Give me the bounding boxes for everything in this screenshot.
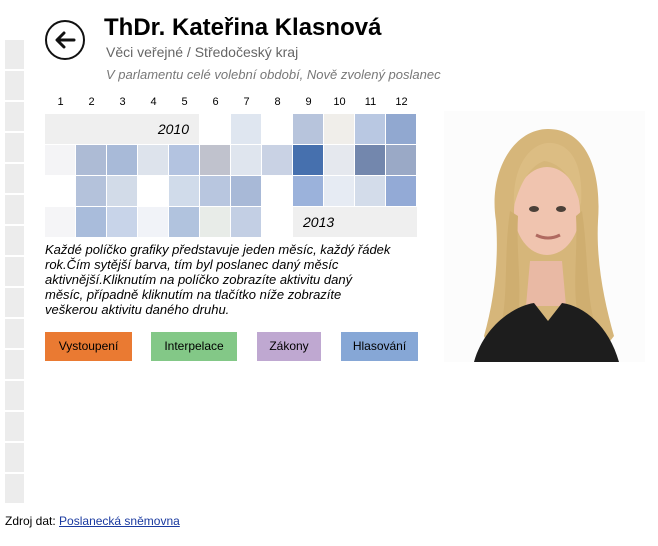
sidebar-segment xyxy=(5,133,24,164)
month-label: 9 xyxy=(305,96,312,108)
month-cell[interactable] xyxy=(231,176,261,206)
source-label: Zdroj dat: xyxy=(5,514,56,528)
sidebar-segment xyxy=(5,102,24,133)
month-cell[interactable] xyxy=(138,176,168,206)
sidebar-segment xyxy=(5,288,24,319)
month-label: 11 xyxy=(364,96,377,108)
month-label: 8 xyxy=(274,96,281,108)
month-cell[interactable] xyxy=(231,145,261,175)
sidebar-segment xyxy=(5,319,24,350)
month-cell[interactable] xyxy=(262,114,292,144)
month-cell[interactable] xyxy=(386,114,416,144)
back-button[interactable] xyxy=(45,20,85,60)
month-cell[interactable] xyxy=(76,207,106,237)
month-cell[interactable] xyxy=(107,207,137,237)
voting-button[interactable]: Hlasování xyxy=(341,332,418,361)
year-label-2013: 2013 xyxy=(293,207,417,237)
deputy-name: ThDr. Kateřina Klasnová xyxy=(104,14,382,41)
month-label: 3 xyxy=(119,96,126,108)
month-cell[interactable] xyxy=(355,145,385,175)
sidebar-segment xyxy=(5,412,24,443)
month-cell[interactable] xyxy=(169,176,199,206)
description-line: měsíc, případně kliknutím na tlačítko ní… xyxy=(45,287,342,302)
activity-calendar: 2010 2013 xyxy=(45,114,417,238)
month-cell[interactable] xyxy=(231,114,261,144)
sidebar-segment xyxy=(5,71,24,102)
sidebar-segment xyxy=(5,443,24,474)
deputy-photo xyxy=(444,111,645,362)
month-label: 1 xyxy=(57,96,64,108)
month-cell[interactable] xyxy=(262,145,292,175)
month-cell[interactable] xyxy=(262,176,292,206)
month-cell[interactable] xyxy=(107,145,137,175)
month-cell[interactable] xyxy=(386,145,416,175)
month-cell[interactable] xyxy=(76,145,106,175)
description-line: Každé políčko grafiky představuje jeden … xyxy=(45,242,391,257)
month-cell[interactable] xyxy=(293,114,323,144)
sidebar-segment xyxy=(5,474,24,505)
month-cell[interactable] xyxy=(324,176,354,206)
arrow-left-icon xyxy=(55,31,76,49)
month-label: 5 xyxy=(181,96,188,108)
month-label: 7 xyxy=(243,96,250,108)
month-cell[interactable] xyxy=(355,114,385,144)
sidebar-segment xyxy=(5,257,24,288)
month-cell[interactable] xyxy=(107,176,137,206)
month-cell[interactable] xyxy=(169,207,199,237)
month-cell[interactable] xyxy=(231,207,261,237)
month-cell[interactable] xyxy=(324,114,354,144)
month-header: 1 2 3 4 5 6 7 8 9 10 11 12 xyxy=(45,96,417,110)
month-label: 12 xyxy=(395,96,408,108)
month-cell[interactable] xyxy=(200,207,230,237)
calendar-description: Každé políčko grafiky představuje jeden … xyxy=(45,242,420,317)
month-cell[interactable] xyxy=(169,145,199,175)
month-label: 4 xyxy=(150,96,157,108)
month-cell[interactable] xyxy=(200,176,230,206)
month-cell[interactable] xyxy=(355,176,385,206)
description-line: rok.Čím sytější barva, tím byl poslanec … xyxy=(45,257,339,272)
month-cell[interactable] xyxy=(293,145,323,175)
month-cell[interactable] xyxy=(76,176,106,206)
month-cell[interactable] xyxy=(200,114,230,144)
month-cell[interactable] xyxy=(386,176,416,206)
sidebar-segment xyxy=(5,195,24,226)
term-status: V parlamentu celé volební období, Nově z… xyxy=(106,67,441,82)
month-cell[interactable] xyxy=(293,176,323,206)
sidebar-segment xyxy=(5,350,24,381)
description-line: aktivnější.Kliknutím na políčko zobrazít… xyxy=(45,272,353,287)
month-label: 2 xyxy=(88,96,95,108)
laws-button[interactable]: Zákony xyxy=(257,332,321,361)
interpellations-button[interactable]: Interpelace xyxy=(151,332,237,361)
data-source: Zdroj dat: Poslanecká sněmovna xyxy=(5,514,180,528)
speeches-button[interactable]: Vystoupení xyxy=(45,332,132,361)
sidebar-segment xyxy=(5,164,24,195)
sidebar-segment xyxy=(5,381,24,412)
month-cell[interactable] xyxy=(200,145,230,175)
left-sidebar-strip xyxy=(5,40,24,510)
month-label: 10 xyxy=(333,96,346,108)
month-cell[interactable] xyxy=(45,176,75,206)
month-cell[interactable] xyxy=(138,207,168,237)
month-cell[interactable] xyxy=(262,207,292,237)
party-region: Věci veřejné / Středočeský kraj xyxy=(106,44,299,60)
month-cell[interactable] xyxy=(45,145,75,175)
month-cell[interactable] xyxy=(324,145,354,175)
month-cell[interactable] xyxy=(138,145,168,175)
sidebar-segment xyxy=(5,40,24,71)
month-cell[interactable] xyxy=(45,207,75,237)
month-label: 6 xyxy=(212,96,219,108)
sidebar-segment xyxy=(5,226,24,257)
year-label-2010: 2010 xyxy=(45,114,199,144)
description-line: veškerou aktivitu daného druhu. xyxy=(45,302,230,317)
source-link[interactable]: Poslanecká sněmovna xyxy=(59,514,180,528)
